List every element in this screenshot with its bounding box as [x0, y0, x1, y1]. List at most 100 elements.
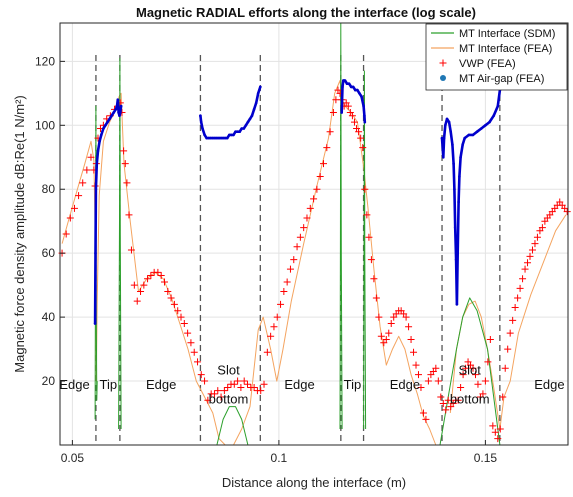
airgap-point-2-13	[362, 104, 365, 108]
vwp-point-80	[313, 185, 321, 193]
vwp-point-43	[190, 348, 198, 356]
airgap-point-1-15	[228, 133, 231, 137]
x-tick-label-0: 0.05	[61, 451, 85, 465]
y-tick-label-5: 120	[35, 54, 55, 68]
vwp-point-152	[489, 422, 497, 430]
vwp-point-83	[323, 144, 331, 152]
vwp-point-182	[563, 208, 571, 216]
vwp-point-107	[377, 332, 385, 340]
x-tick-label-2: 0.15	[474, 451, 498, 465]
vwp-point-64	[260, 380, 268, 388]
vwp-point-41	[184, 329, 192, 337]
vwp-point-86	[332, 96, 340, 104]
airgap-point-1-12	[221, 136, 225, 140]
airgap-point-3-26	[496, 104, 500, 108]
airgap-point-1-9	[215, 136, 219, 140]
vwp-point-124	[419, 409, 427, 417]
x-tick-label-1: 0.1	[271, 451, 288, 465]
airgap-point-0-8	[104, 124, 107, 127]
vwp-point-118	[405, 323, 413, 331]
airgap-point-1-2	[201, 127, 204, 130]
airgap-point-1-22	[242, 127, 246, 130]
airgap-point-0-3	[95, 162, 99, 165]
airgap-point-2-7	[349, 85, 353, 89]
vwp-point-125	[422, 415, 430, 423]
region-label-0: Edge	[59, 377, 89, 392]
region-label-3: Slot	[217, 363, 240, 378]
vwp-point-98	[357, 134, 365, 142]
region-label-2: Edge	[146, 377, 176, 392]
vwp-point-50	[214, 387, 222, 395]
vwp-point-167	[526, 252, 534, 260]
airgap-point-3-24	[488, 120, 491, 124]
plot-frame	[59, 22, 569, 446]
airgap-point-3-5	[447, 120, 451, 124]
airgap-point-2-10	[356, 88, 359, 92]
airgap-point-3-14	[457, 200, 460, 204]
vwp-point-110	[385, 329, 393, 337]
vwp-point-5	[79, 179, 87, 187]
y-tick-label-1: 40	[42, 310, 56, 324]
airgap-point-1-21	[240, 127, 243, 130]
vwp-point-105	[372, 294, 380, 302]
vwp-point-63	[257, 387, 265, 395]
vwp-point-150	[484, 358, 492, 366]
vwp-point-77	[303, 214, 311, 222]
vwp-point-164	[519, 275, 527, 283]
airgap-point-0-15	[116, 98, 120, 101]
airgap-point-0-17	[118, 114, 121, 117]
airgap-point-3-0	[440, 136, 444, 140]
region-label-1: Tip	[100, 377, 118, 392]
vwp-point-166	[524, 259, 532, 267]
legend-box	[425, 23, 568, 91]
airgap-point-0-6	[100, 133, 103, 137]
vwp-point-129	[432, 364, 440, 372]
sdm-line-segment-5	[439, 297, 501, 446]
y-tick-label-3: 80	[42, 182, 56, 196]
vwp-point-131	[437, 393, 445, 401]
legend-label-vwp: VWP (FEA)	[459, 58, 516, 70]
airgap-point-3-11	[454, 258, 458, 261]
vwp-point-73	[290, 256, 298, 264]
vwp-point-162	[514, 294, 522, 302]
region-label-6: Tip	[344, 377, 362, 392]
vwp-point-94	[348, 112, 356, 120]
airgap-point-3-2	[442, 136, 446, 140]
airgap-point-2-4	[343, 79, 347, 82]
airgap-point-1-3	[203, 133, 206, 137]
y-axis-ticks: 20 40 60 80 100 120	[35, 54, 65, 388]
vwp-point-100	[361, 185, 369, 193]
vwp-point-149	[481, 377, 489, 385]
vwp-point-92	[344, 102, 352, 110]
airgap-point-1-13	[223, 136, 227, 140]
vwp-point-70	[280, 288, 288, 296]
airgap-point-3-20	[471, 133, 475, 137]
vwp-point-49	[210, 390, 218, 398]
vwp-point-65	[263, 348, 271, 356]
vwp-point-111	[387, 320, 395, 328]
vwp-point-57	[237, 383, 245, 391]
legend-label-fea: MT Interface (FEA)	[459, 43, 552, 55]
vwp-point-38	[174, 307, 182, 315]
vwp-point-95	[350, 118, 358, 126]
airgap-point-1-0	[199, 114, 202, 117]
airgap-point-2-0	[340, 111, 344, 114]
vwp-point-163	[516, 284, 524, 292]
airgap-point-0-10	[108, 117, 111, 121]
airgap-point-0-7	[102, 127, 105, 130]
vwp-point-1	[62, 230, 70, 238]
airgap-point-2-9	[354, 88, 357, 92]
airgap-point-1-10	[217, 136, 221, 140]
region-label-4: bottom	[209, 391, 249, 406]
vwp-point-153	[491, 428, 499, 436]
airgap-point-3-15	[458, 175, 461, 178]
vwp-point-20	[120, 147, 128, 155]
airgap-point-0-13	[114, 108, 118, 111]
vwp-point-36	[167, 294, 175, 302]
vwp-point-29	[144, 275, 152, 283]
airgap-point-0-9	[106, 120, 109, 124]
vwp-point-24	[127, 246, 135, 254]
vwp-point-69	[277, 300, 285, 308]
vwp-point-165	[521, 265, 529, 273]
